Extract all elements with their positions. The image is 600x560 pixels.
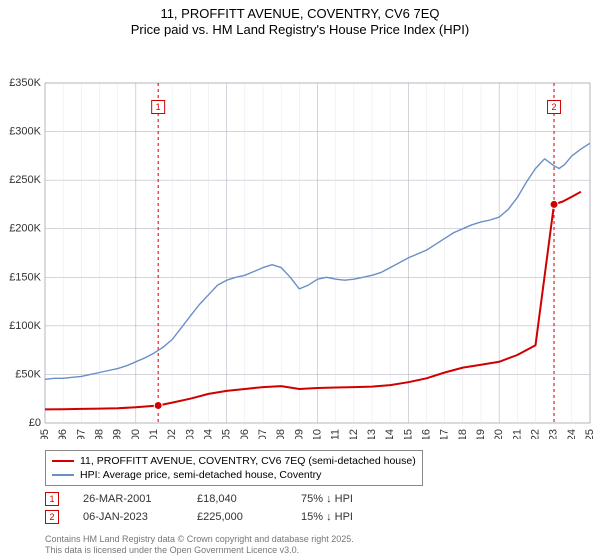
sale-pct-2: 15% ↓ HPI [301,511,353,523]
svg-text:2025: 2025 [584,429,596,439]
svg-text:1: 1 [156,102,161,112]
svg-text:2005: 2005 [221,429,233,439]
svg-text:2011: 2011 [330,429,342,439]
legend-swatch-2 [52,474,74,476]
svg-text:£150K: £150K [9,271,41,283]
svg-text:£200K: £200K [9,222,41,234]
sale-date-2: 06-JAN-2023 [83,511,173,523]
svg-text:1997: 1997 [75,429,87,439]
svg-text:2013: 2013 [366,429,378,439]
svg-text:£50K: £50K [15,368,41,380]
svg-text:£0: £0 [29,417,41,429]
svg-text:2002: 2002 [166,429,178,439]
legend-row-2: HPI: Average price, semi-detached house,… [52,468,416,482]
legend: 11, PROFFITT AVENUE, COVENTRY, CV6 7EQ (… [45,450,423,486]
sale-price-1: £18,040 [197,493,277,505]
titles: 11, PROFFITT AVENUE, COVENTRY, CV6 7EQ P… [0,0,600,39]
svg-text:1998: 1998 [94,429,106,439]
svg-text:2012: 2012 [348,429,360,439]
svg-text:2021: 2021 [511,429,523,439]
title-line-1: 11, PROFFITT AVENUE, COVENTRY, CV6 7EQ [0,6,600,22]
sale-price-2: £225,000 [197,511,277,523]
svg-text:2007: 2007 [257,429,269,439]
svg-text:2016: 2016 [421,429,433,439]
svg-text:2000: 2000 [130,429,142,439]
svg-text:£350K: £350K [9,77,41,89]
sale-marker-2: 2 [45,510,59,524]
sale-date-1: 26-MAR-2001 [83,493,173,505]
svg-text:2015: 2015 [402,429,414,439]
footer-line-2: This data is licensed under the Open Gov… [45,545,354,556]
chart-svg: £0 £50K £100K £150K £200K £250K £300K £350K 1995… [0,39,600,439]
svg-text:1995: 1995 [39,429,51,439]
sale-row-2: 2 06-JAN-2023 £225,000 15% ↓ HPI [45,508,353,526]
svg-text:2018: 2018 [457,429,469,439]
svg-text:2004: 2004 [203,429,215,439]
footer-line-1: Contains HM Land Registry data © Crown c… [45,534,354,545]
svg-text:£250K: £250K [9,174,41,186]
svg-text:2014: 2014 [384,429,396,439]
svg-text:2001: 2001 [148,429,160,439]
svg-text:1996: 1996 [57,429,69,439]
sale-pct-1: 75% ↓ HPI [301,493,353,505]
svg-text:2022: 2022 [530,429,542,439]
chart-root: 11, PROFFITT AVENUE, COVENTRY, CV6 7EQ P… [0,0,600,560]
svg-text:2017: 2017 [439,429,451,439]
svg-text:2008: 2008 [275,429,287,439]
footer: Contains HM Land Registry data © Crown c… [45,534,354,557]
svg-text:2: 2 [552,102,557,112]
sale-rows: 1 26-MAR-2001 £18,040 75% ↓ HPI 2 06-JAN… [45,490,353,526]
sale-row-1: 1 26-MAR-2001 £18,040 75% ↓ HPI [45,490,353,508]
sale-marker-1: 1 [45,492,59,506]
svg-text:2020: 2020 [493,428,505,438]
svg-text:2010: 2010 [312,429,324,439]
svg-text:2024: 2024 [566,429,578,439]
svg-text:£300K: £300K [9,125,41,137]
svg-text:2003: 2003 [184,429,196,439]
svg-text:£100K: £100K [9,319,41,331]
svg-text:2006: 2006 [239,429,251,439]
svg-text:1999: 1999 [112,429,124,439]
svg-text:2019: 2019 [475,429,487,439]
svg-text:2023: 2023 [548,429,560,439]
legend-label-2: HPI: Average price, semi-detached house,… [80,468,321,482]
title-line-2: Price paid vs. HM Land Registry's House … [0,22,600,38]
svg-text:2009: 2009 [293,429,305,439]
legend-row-1: 11, PROFFITT AVENUE, COVENTRY, CV6 7EQ (… [52,454,416,468]
legend-swatch-1 [52,460,74,462]
legend-label-1: 11, PROFFITT AVENUE, COVENTRY, CV6 7EQ (… [80,454,416,468]
